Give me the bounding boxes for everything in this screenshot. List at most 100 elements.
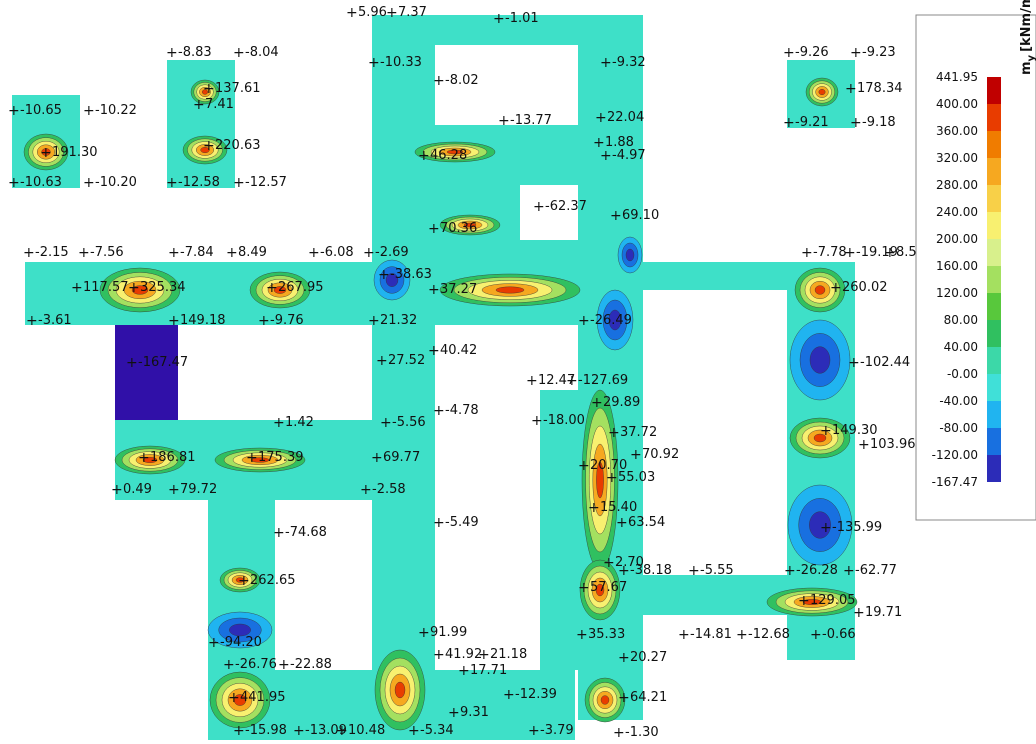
value-label: -0.66 — [822, 627, 856, 642]
value-label: -13.09 — [305, 723, 347, 738]
node-marker: + — [78, 245, 90, 261]
legend-label: 40.00 — [944, 340, 978, 354]
node-marker: + — [810, 627, 822, 643]
value-label: -9.23 — [862, 45, 896, 60]
value-label: 7.37 — [398, 5, 427, 20]
node-marker: + — [784, 563, 796, 579]
contour-zone — [495, 286, 525, 294]
node-marker: + — [736, 627, 748, 643]
value-label: 129.05 — [810, 593, 856, 608]
node-marker: + — [226, 245, 238, 261]
contour-zone — [818, 88, 826, 95]
node-marker: + — [278, 657, 290, 673]
value-label: 55.03 — [618, 470, 655, 485]
contour-zone — [142, 457, 158, 464]
value-label: 15.40 — [600, 500, 637, 515]
value-label: 149.30 — [832, 423, 878, 438]
node-marker: + — [798, 593, 810, 609]
node-marker: + — [830, 280, 842, 296]
value-label: -5.55 — [700, 563, 734, 578]
value-label: -9.18 — [862, 115, 896, 130]
node-marker: + — [593, 135, 605, 151]
node-marker: + — [783, 115, 795, 131]
contour-zone — [814, 285, 826, 295]
legend-label: -0.00 — [947, 367, 978, 381]
node-marker: + — [386, 5, 398, 21]
slab — [520, 125, 578, 185]
node-marker: + — [233, 723, 245, 739]
value-label: 186.81 — [150, 450, 196, 465]
contour-zone — [41, 148, 51, 156]
value-label: 137.61 — [215, 81, 261, 96]
value-label: -135.99 — [832, 520, 882, 535]
value-label: 21.18 — [490, 647, 527, 662]
node-marker: + — [433, 647, 445, 663]
node-marker: + — [233, 175, 245, 191]
node-marker: + — [336, 723, 348, 739]
legend-band — [987, 347, 1001, 374]
value-label: -10.20 — [95, 175, 137, 190]
node-marker: + — [233, 45, 245, 61]
value-label: -22.88 — [290, 657, 332, 672]
value-label: -6.08 — [320, 245, 354, 260]
value-label: 57.67 — [590, 580, 627, 595]
node-marker: + — [616, 515, 628, 531]
value-label: -3.61 — [38, 313, 72, 328]
value-label: 117.57 — [83, 280, 129, 295]
legend-band — [987, 212, 1001, 239]
value-label: -1.30 — [625, 725, 659, 740]
value-label: 91.99 — [430, 625, 467, 640]
legend-unit: [kNm/m] — [1019, 0, 1034, 52]
slab — [435, 15, 578, 45]
value-label: 7.41 — [205, 97, 234, 112]
contour-zone — [229, 623, 251, 637]
node-marker: + — [531, 413, 543, 429]
node-marker: + — [111, 482, 123, 498]
legend-band — [987, 77, 1001, 104]
node-marker: + — [418, 625, 430, 641]
slab — [540, 390, 578, 670]
value-label: 29.89 — [603, 395, 640, 410]
node-marker: + — [591, 395, 603, 411]
legend-label: -167.47 — [932, 475, 978, 489]
node-marker: + — [595, 110, 607, 126]
node-marker: + — [83, 103, 95, 119]
legend-band — [987, 293, 1001, 320]
legend-label: 240.00 — [936, 205, 978, 219]
contour-zone — [235, 577, 245, 583]
node-marker: + — [848, 355, 860, 371]
value-label: -9.21 — [795, 115, 829, 130]
legend-label: 80.00 — [944, 313, 978, 327]
value-label: -7.84 — [180, 245, 214, 260]
legend-symbol: m — [1019, 61, 1034, 75]
legend-label: 160.00 — [936, 259, 978, 273]
node-marker: + — [588, 500, 600, 516]
node-marker: + — [380, 415, 392, 431]
value-label: -167.47 — [138, 355, 188, 370]
node-marker: + — [458, 663, 470, 679]
slab — [275, 670, 575, 740]
contour-zone — [813, 433, 827, 443]
value-label: 325.34 — [140, 280, 186, 295]
value-label: 21.32 — [380, 313, 417, 328]
value-label: -12.39 — [515, 687, 557, 702]
contour-zone — [608, 309, 622, 331]
node-marker: + — [168, 482, 180, 498]
node-marker: + — [576, 627, 588, 643]
legend-band — [987, 455, 1001, 482]
value-label: 191.30 — [52, 145, 98, 160]
node-marker: + — [433, 515, 445, 531]
node-marker: + — [168, 313, 180, 329]
legend-band — [987, 401, 1001, 428]
node-marker: + — [610, 208, 622, 224]
value-label: -19.19 — [856, 245, 898, 260]
node-marker: + — [23, 245, 35, 261]
value-label: 70.92 — [642, 447, 679, 462]
legend-band — [987, 185, 1001, 212]
value-label: -14.81 — [690, 627, 732, 642]
node-marker: + — [853, 605, 865, 621]
node-marker: + — [346, 5, 358, 21]
value-label: -8.02 — [445, 73, 479, 88]
legend-band — [987, 320, 1001, 347]
value-label: -10.65 — [20, 103, 62, 118]
